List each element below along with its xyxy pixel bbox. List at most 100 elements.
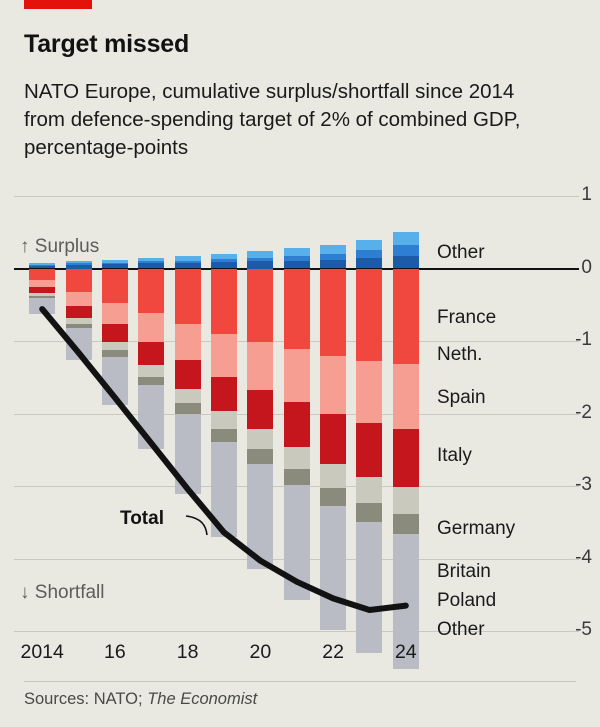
bar-segment-spain (283, 401, 310, 447)
page-title: Target missed (24, 30, 190, 58)
bar-segment-netherlands (101, 341, 128, 351)
source-prefix: Sources: NATO; (24, 690, 148, 708)
x-axis-tick-label: 16 (104, 641, 126, 663)
bar-segment-britain (65, 261, 92, 264)
shortfall-annotation: ↓ Shortfall (20, 582, 105, 603)
total-line-label: Total (120, 508, 164, 529)
bar-stack (29, 186, 56, 641)
bar-segment-netherlands (65, 317, 92, 324)
bar-segment-italy (138, 312, 165, 342)
bar-segment-spain (211, 376, 237, 412)
bar-segment-poland (356, 250, 383, 259)
source-publication: The Economist (147, 690, 258, 708)
series-label-spain: Spain (437, 387, 486, 408)
bar-segment-poland (65, 263, 92, 265)
bar-segment-germany (283, 268, 310, 349)
bar-segment-netherlands (29, 293, 56, 297)
series-label-neth: Neth. (437, 343, 483, 365)
bar-segment-netherlands (392, 487, 419, 514)
bar-segment-britain (138, 257, 165, 262)
bar-segment-france (283, 468, 310, 486)
bar-segment-germany (356, 268, 383, 362)
bar-segment-france (356, 502, 383, 523)
bar-segment-netherlands (283, 446, 310, 469)
bar-segment-france (320, 488, 347, 507)
bar-segment-germany (174, 268, 201, 324)
bar-segment-poland (211, 259, 237, 262)
bar-segment-britain (320, 244, 347, 254)
bar-segment-netherlands (320, 464, 347, 489)
bar-segment-other_pos (320, 259, 347, 269)
bar-segment-netherlands (174, 388, 201, 404)
bar-stack (320, 186, 347, 641)
bar-segment-other_pos (101, 264, 128, 269)
bar-stack (392, 186, 419, 669)
bar-segment-germany (211, 268, 237, 334)
bar-segment-france (211, 428, 237, 442)
series-label-britain: Britain (437, 561, 491, 582)
bar-segment-italy (247, 341, 274, 390)
gridline (14, 196, 579, 197)
bar-segment-other_pos (356, 258, 383, 269)
bar-segment-france (65, 323, 92, 328)
bar-segment-poland (247, 257, 274, 262)
bar-segment-britain (211, 254, 237, 260)
bar-segment-poland (174, 260, 201, 263)
bar-segment-spain (356, 422, 383, 478)
x-axis: 2014 16 18 20 22 24 (0, 641, 600, 675)
y-axis-tick-label: -4 (575, 546, 592, 568)
bar-segment-france (247, 449, 274, 465)
bar-stack (174, 186, 201, 641)
bar-segment-germany (320, 268, 347, 357)
chart-subtitle: NATO Europe, cumulative surplus/shortfal… (24, 80, 521, 159)
bar-segment-germany (65, 268, 92, 292)
y-axis-tick-label: -1 (575, 329, 592, 350)
bar-segment-other_pos (392, 256, 419, 269)
bar-segment-other_neg (356, 522, 383, 653)
bar-segment-spain (138, 341, 165, 365)
bar-segment-germany (101, 268, 128, 303)
bar-segment-germany (138, 268, 165, 313)
bar-segment-other_pos (138, 263, 165, 269)
bar-segment-spain (101, 324, 128, 342)
bar-segment-germany (247, 268, 274, 342)
bar-segment-britain (29, 263, 56, 265)
bar-segment-other_pos (174, 262, 201, 269)
series-label-other: Other (437, 619, 485, 640)
footer-divider (24, 681, 576, 682)
bar-segment-italy (356, 361, 383, 423)
bar-stack (138, 186, 165, 641)
series-label-other: Other (437, 242, 485, 263)
bar-segment-italy (283, 348, 310, 402)
x-axis-tick-label: 18 (176, 641, 199, 663)
y-axis-tick-label: -2 (575, 401, 592, 423)
bar-segment-italy (101, 302, 128, 325)
bar-stack (356, 186, 383, 653)
y-axis-tick-label: 1 (581, 184, 592, 205)
bar-segment-netherlands (211, 411, 237, 429)
bar-stack (211, 186, 237, 641)
bar-segment-france (174, 403, 201, 415)
bar-segment-poland (138, 261, 165, 264)
bar-segment-britain (174, 256, 201, 261)
economist-red-tag (24, 0, 92, 9)
x-axis-tick-label: 20 (249, 641, 272, 663)
bar-segment-other_pos (65, 264, 92, 269)
bar-segment-britain (247, 251, 274, 258)
bar-segment-britain (101, 259, 128, 263)
bar-segment-poland (320, 254, 347, 260)
series-label-germany: Germany (437, 517, 516, 539)
bar-segment-other_neg (392, 533, 419, 669)
bar-segment-italy (174, 323, 201, 360)
chart-plot-area: ↑ Surplus ↓ Shortfall Total 1 0 -1 -2 -3 -4 -5… (0, 184, 600, 669)
series-label-italy: Italy (437, 445, 472, 466)
series-label-poland: Poland (437, 590, 497, 611)
bar-segment-other_pos (211, 261, 237, 269)
bar-segment-spain (320, 414, 347, 465)
bar-segment-poland (392, 244, 419, 257)
y-axis-tick-label: -5 (575, 619, 592, 640)
bar-segment-other_neg (320, 506, 347, 630)
bar-segment-britain (356, 239, 383, 251)
source-note: Sources: NATO; The Economist (24, 690, 257, 709)
bar-segment-britain (392, 231, 419, 245)
